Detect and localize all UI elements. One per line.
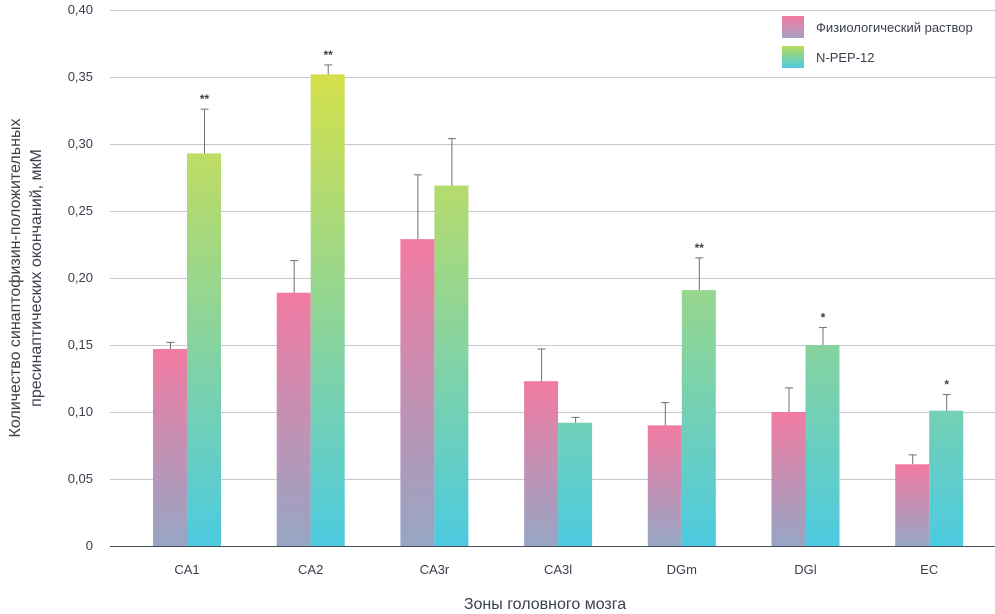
x-tick-label-ca1: CA1	[174, 562, 199, 577]
y-tick-label: 0	[86, 538, 93, 553]
bar-saline-ca2	[276, 292, 311, 546]
grid	[110, 10, 995, 480]
y-tick-label: 0,10	[68, 404, 93, 419]
legend-swatch-n-pep-12	[782, 46, 804, 68]
significance-marker: **	[324, 48, 334, 62]
legend-swatch-saline	[782, 16, 804, 38]
bars	[153, 74, 964, 547]
x-tick-label-ca2: CA2	[298, 562, 323, 577]
y-tick-label: 0,35	[68, 69, 93, 84]
bar-n-pep-12-ca3l	[558, 422, 593, 546]
y-tick-label: 0,30	[68, 136, 93, 151]
bar-saline-dgl	[771, 412, 806, 546]
bar-n-pep-12-ca3r	[434, 185, 469, 547]
y-tick-label: 0,15	[68, 337, 93, 352]
y-axis-title-line-2: пресинаптических окончаний, мкМ	[28, 149, 45, 407]
y-tick-label: 0,40	[68, 2, 93, 17]
bar-n-pep-12-dgm	[681, 290, 716, 546]
y-tick-label: 0,05	[68, 471, 93, 486]
x-tick-label-dgm: DGm	[667, 562, 697, 577]
bar-n-pep-12-ec	[929, 410, 964, 546]
x-tick-label-ec: EC	[920, 562, 938, 577]
y-tick-label: 0,20	[68, 270, 93, 285]
bar-saline-ca1	[153, 349, 187, 546]
legend-label-saline: Физиологический раствор	[816, 20, 973, 35]
y-axis-title: Количество синаптофизин-положительных пр…	[7, 119, 45, 438]
error-bars	[166, 64, 951, 465]
y-tick-label: 0,25	[68, 203, 93, 218]
bar-saline-ca3r	[400, 239, 435, 546]
x-axis-title: Зоны головного мозга	[464, 596, 626, 613]
x-tick-label-ca3r: CA3r	[420, 562, 450, 577]
bar-saline-ec	[895, 464, 930, 546]
y-axis-ticks: 0 0,05 0,10 0,15 0,20 0,25 0,30 0,35 0,40	[68, 2, 93, 553]
x-axis-ticks: CA1 CA2 CA3r CA3l DGm DGl EC	[174, 562, 938, 577]
significance-markers: ********	[200, 48, 950, 392]
legend: Физиологический раствор N-PEP-12	[782, 16, 973, 68]
bar-n-pep-12-ca1	[187, 153, 221, 546]
x-tick-label-ca3l: CA3l	[544, 562, 572, 577]
bar-saline-dgm	[647, 425, 682, 546]
significance-marker: *	[821, 311, 826, 325]
legend-label-n-pep-12: N-PEP-12	[816, 50, 875, 65]
bar-saline-ca3l	[524, 381, 559, 546]
significance-marker: *	[944, 378, 949, 392]
y-axis-title-line-1: Количество синаптофизин-положительных	[7, 119, 24, 438]
significance-marker: **	[695, 241, 705, 255]
significance-marker: **	[200, 92, 210, 106]
x-tick-label-dgl: DGl	[794, 562, 817, 577]
bar-n-pep-12-dgl	[805, 345, 840, 546]
bar-n-pep-12-ca2	[310, 74, 345, 546]
